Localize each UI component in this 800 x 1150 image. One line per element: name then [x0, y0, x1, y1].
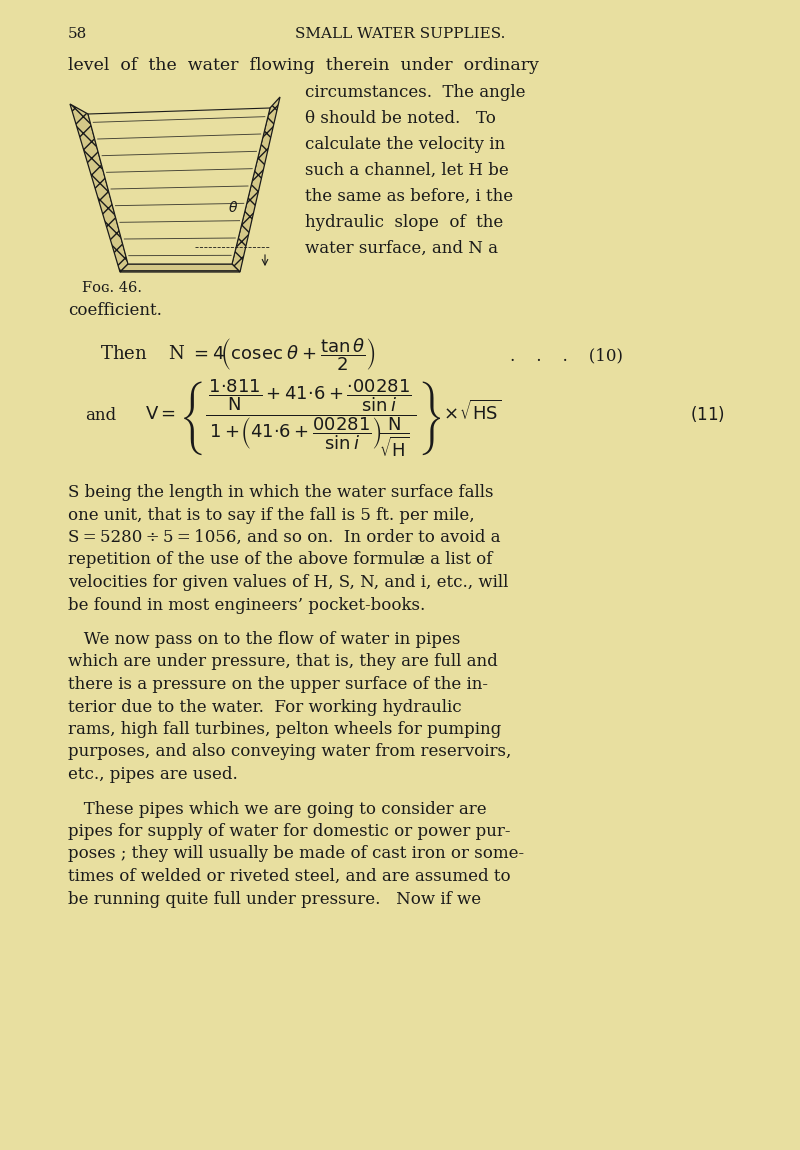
Text: coefficient.: coefficient. — [68, 302, 162, 319]
Text: Fᴏɢ. 46.: Fᴏɢ. 46. — [82, 281, 142, 296]
Text: and: and — [85, 407, 116, 424]
Text: .    .    .    (10): . . . (10) — [510, 347, 623, 365]
Text: $\mathrm{V} = \left\{\dfrac{\,\dfrac{1{\cdot}811}{\mathrm{N}} + 41{\cdot}6 +\dfr: $\mathrm{V} = \left\{\dfrac{\,\dfrac{1{\… — [145, 377, 502, 459]
Text: θ should be noted.   To: θ should be noted. To — [305, 110, 496, 126]
Text: S being the length in which the water surface falls: S being the length in which the water su… — [68, 484, 494, 501]
Text: be running quite full under pressure.   Now if we: be running quite full under pressure. No… — [68, 890, 481, 907]
Text: We now pass on to the flow of water in pipes: We now pass on to the flow of water in p… — [68, 631, 460, 647]
Text: pipes for supply of water for domestic or power pur-: pipes for supply of water for domestic o… — [68, 823, 510, 840]
Text: SMALL WATER SUPPLIES.: SMALL WATER SUPPLIES. — [295, 26, 505, 41]
Text: 58: 58 — [68, 26, 87, 41]
Text: poses ; they will usually be made of cast iron or some-: poses ; they will usually be made of cas… — [68, 845, 524, 862]
Polygon shape — [88, 108, 270, 264]
Text: one unit, that is to say if the fall is 5 ft. per mile,: one unit, that is to say if the fall is … — [68, 506, 474, 523]
Text: These pipes which we are going to consider are: These pipes which we are going to consid… — [68, 800, 486, 818]
Text: terior due to the water.  For working hydraulic: terior due to the water. For working hyd… — [68, 698, 462, 715]
Polygon shape — [70, 104, 128, 273]
Text: velocities for given values of H, S, N, and i, etc., will: velocities for given values of H, S, N, … — [68, 574, 508, 591]
Text: level  of  the  water  flowing  therein  under  ordinary: level of the water flowing therein under… — [68, 58, 539, 74]
Text: $\theta$: $\theta$ — [228, 200, 238, 215]
Polygon shape — [232, 97, 280, 273]
Text: calculate the velocity in: calculate the velocity in — [305, 136, 505, 153]
Text: Then    N $= 4\!\left(\mathrm{cosec}\;\theta + \dfrac{\tan\theta}{2}\right)$: Then N $= 4\!\left(\mathrm{cosec}\;\thet… — [100, 336, 376, 373]
Text: etc., pipes are used.: etc., pipes are used. — [68, 766, 238, 783]
Text: such a channel, let H be: such a channel, let H be — [305, 162, 509, 179]
Text: water surface, and N a: water surface, and N a — [305, 240, 498, 256]
Text: times of welded or riveted steel, and are assumed to: times of welded or riveted steel, and ar… — [68, 868, 510, 886]
Text: the same as before, i the: the same as before, i the — [305, 187, 513, 205]
Text: which are under pressure, that is, they are full and: which are under pressure, that is, they … — [68, 653, 498, 670]
Text: rams, high fall turbines, pelton wheels for pumping: rams, high fall turbines, pelton wheels … — [68, 721, 502, 738]
Text: S = 5280 ÷ 5 = 1056, and so on.  In order to avoid a: S = 5280 ÷ 5 = 1056, and so on. In order… — [68, 529, 501, 546]
Text: $(11)$: $(11)$ — [690, 404, 725, 424]
Polygon shape — [120, 264, 240, 273]
Text: circumstances.  The angle: circumstances. The angle — [305, 84, 526, 101]
Text: purposes, and also conveying water from reservoirs,: purposes, and also conveying water from … — [68, 744, 511, 760]
Text: be found in most engineers’ pocket-books.: be found in most engineers’ pocket-books… — [68, 597, 426, 613]
Text: hydraulic  slope  of  the: hydraulic slope of the — [305, 214, 503, 231]
Text: repetition of the use of the above formulæ a list of: repetition of the use of the above formu… — [68, 552, 492, 568]
Text: there is a pressure on the upper surface of the in-: there is a pressure on the upper surface… — [68, 676, 488, 693]
